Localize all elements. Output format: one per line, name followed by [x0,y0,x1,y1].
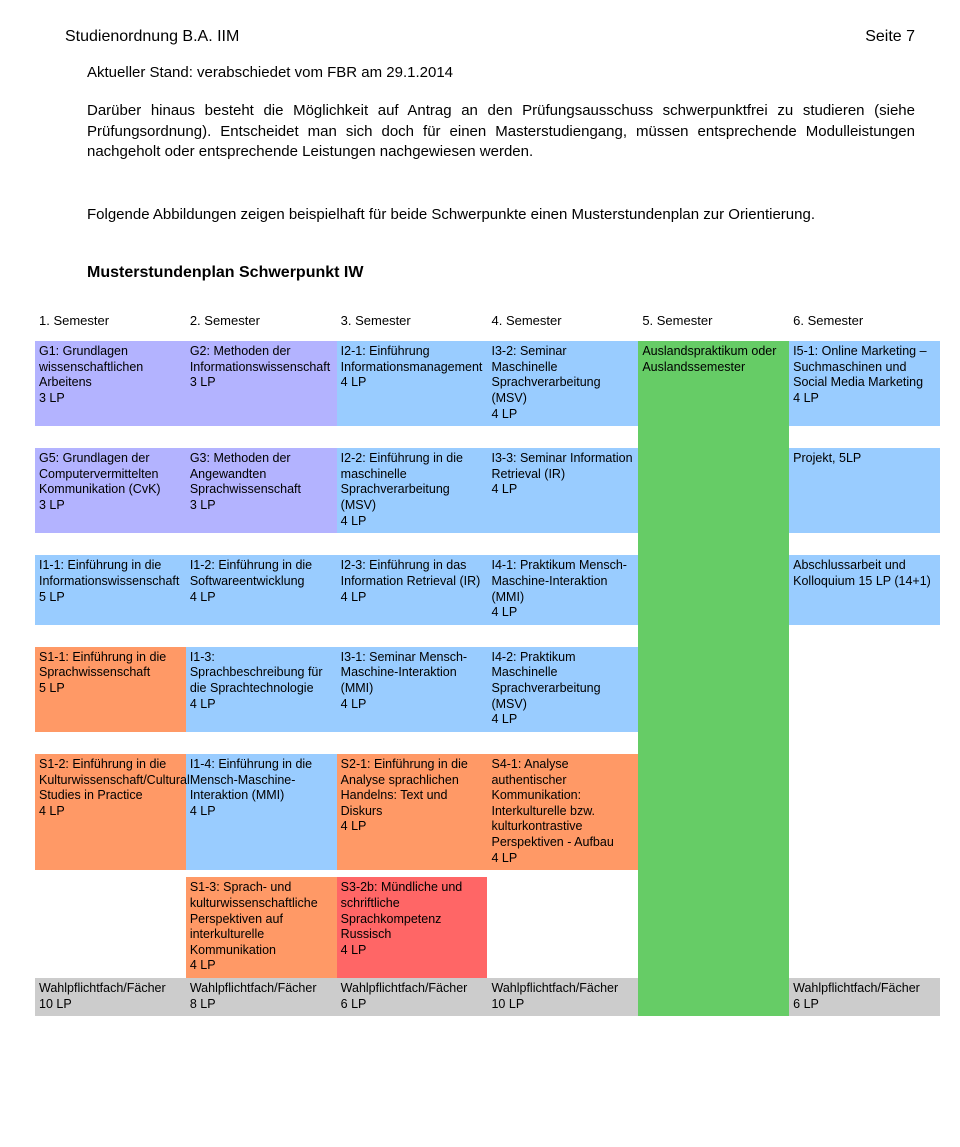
plan-cell: G3: Methoden der Angewandten Sprachwisse… [186,448,337,533]
row-spacer [35,732,940,754]
plan-footer-row: Wahlpflichtfach/Fächer 10 LPWahlpflichtf… [35,978,940,1016]
doc-title-left: Studienordnung B.A. IIM [65,28,239,46]
plan-row: G1: Grundlagen wissenschaftlichen Arbeit… [35,341,940,426]
paragraph-2: Folgende Abbildungen zeigen beispielhaft… [87,205,915,226]
plan-cell: Auslandspraktikum oder Auslandssemester [638,341,789,1016]
row-spacer [35,426,940,448]
plan-cell: S3-2b: Mündliche und schriftliche Sprach… [337,877,488,978]
plan-cell [487,877,638,978]
plan-cell: S2-1: Einführung in die Analyse sprachli… [337,754,488,870]
plan-row: G5: Grundlagen der Computervermittelten … [35,448,940,533]
plan-cell: S1-2: Einführung in die Kulturwissenscha… [35,754,186,870]
plan-cell: I2-2: Einführung in die maschinelle Spra… [337,448,488,533]
plan-cell: G2: Methoden der Informationswissenschaf… [186,341,337,426]
plan-row: S1-2: Einführung in die Kulturwissenscha… [35,754,940,870]
plan-cell [789,647,940,732]
plan-cell: Projekt, 5LP [789,448,940,533]
plan-cell: I1-2: Einführung in die Softwareentwickl… [186,555,337,625]
plan-cell: Wahlpflichtfach/Fächer 6 LP [337,978,488,1016]
semester-header: 2. Semester [186,310,337,341]
row-spacer [35,870,940,877]
plan-cell [789,754,940,870]
plan-cell: Wahlpflichtfach/Fächer 10 LP [35,978,186,1016]
plan-cell: I4-1: Praktikum Mensch-Maschine-Interakt… [487,555,638,625]
plan-cell: I5-1: Online Marketing – Suchmaschinen u… [789,341,940,426]
plan-cell: I1-4: Einführung in die Mensch-Maschine-… [186,754,337,870]
plan-row: S1-1: Einführung in die Sprachwissenscha… [35,647,940,732]
plan-row: S1-3: Sprach- und kulturwissenschaftlich… [35,877,940,978]
row-spacer [35,625,940,647]
plan-cell: Wahlpflichtfach/Fächer 10 LP [487,978,638,1016]
plan-heading: Musterstundenplan Schwerpunkt IW [87,264,915,282]
plan-cell: S4-1: Analyse authentischer Kommunikatio… [487,754,638,870]
plan-cell: I3-2: Seminar Maschinelle Sprachverarbei… [487,341,638,426]
doc-subheader: Aktueller Stand: verabschiedet vom FBR a… [87,64,915,81]
study-plan-table: 1. Semester2. Semester3. Semester4. Seme… [35,310,940,1017]
semester-header: 5. Semester [638,310,789,341]
plan-cell: S1-3: Sprach- und kulturwissenschaftlich… [186,877,337,978]
plan-cell: I3-1: Seminar Mensch-Maschine-Interaktio… [337,647,488,732]
plan-cell: I2-1: Einführung Informationsmanagement … [337,341,488,426]
doc-page: Seite 7 [865,28,915,46]
plan-cell [789,877,940,978]
plan-cell: Wahlpflichtfach/Fächer 8 LP [186,978,337,1016]
plan-cell: G1: Grundlagen wissenschaftlichen Arbeit… [35,341,186,426]
plan-cell [35,877,186,978]
semester-header: 1. Semester [35,310,186,341]
plan-cell: I4-2: Praktikum Maschinelle Sprachverarb… [487,647,638,732]
paragraph-1: Darüber hinaus besteht die Möglichkeit a… [87,101,915,163]
plan-cell: I2-3: Einführung in das Information Retr… [337,555,488,625]
plan-row: I1-1: Einführung in die Informationswiss… [35,555,940,625]
plan-cell: G5: Grundlagen der Computervermittelten … [35,448,186,533]
plan-cell: I1-3: Sprachbeschreibung für die Spracht… [186,647,337,732]
plan-cell: I1-1: Einführung in die Informationswiss… [35,555,186,625]
semester-header: 3. Semester [337,310,488,341]
row-spacer [35,533,940,555]
semester-header: 6. Semester [789,310,940,341]
plan-cell: Abschlussarbeit und Kolloquium 15 LP (14… [789,555,940,625]
plan-cell: Wahlpflichtfach/Fächer 6 LP [789,978,940,1016]
plan-cell: S1-1: Einführung in die Sprachwissenscha… [35,647,186,732]
plan-cell: I3-3: Seminar Information Retrieval (IR)… [487,448,638,533]
semester-header: 4. Semester [487,310,638,341]
